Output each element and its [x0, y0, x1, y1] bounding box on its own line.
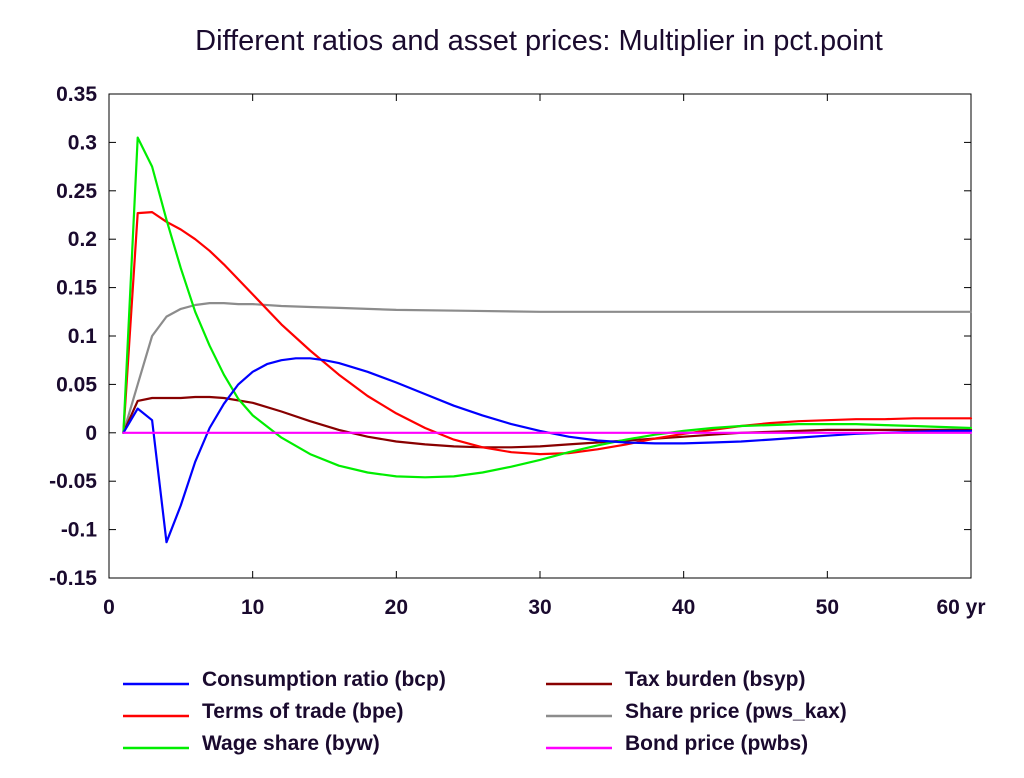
x-tick-label: 20 [385, 596, 408, 619]
x-tick-label: 10 [241, 596, 264, 619]
plot-frame [108, 93, 972, 579]
y-tick-label: 0.05 [56, 373, 97, 396]
legend-label: Bond price (pwbs) [625, 732, 808, 755]
legend-label: Tax burden (bsyp) [625, 668, 805, 691]
series-line-0 [122, 357, 973, 544]
chart-title: Different ratios and asset prices: Multi… [195, 25, 883, 57]
series-lines [122, 136, 973, 544]
legend-label: Consumption ratio (bcp) [202, 668, 446, 691]
x-axis: 0 10 20 30 40 50 60 yr [103, 94, 986, 619]
series-line-1 [122, 211, 973, 456]
series-line-3 [122, 395, 973, 449]
y-tick-label: 0.2 [68, 228, 97, 251]
series-line-2 [122, 136, 973, 479]
x-tick-label: 40 [672, 596, 695, 619]
y-tick-label: -0.15 [49, 567, 97, 590]
x-tick-label: 50 [816, 596, 839, 619]
y-tick-label: 0 [85, 422, 97, 445]
series-line-4 [122, 302, 973, 434]
y-tick-label: 0.1 [68, 325, 98, 348]
y-axis: -0.15 -0.1 -0.05 0 0.05 0.1 0.15 0.2 0.25 0.3 0.35 [49, 83, 971, 590]
y-tick-label: 0.35 [56, 83, 97, 106]
y-tick-label: -0.05 [49, 470, 97, 493]
legend-label: Terms of trade (bpe) [202, 700, 403, 723]
y-tick-label: 0.3 [68, 131, 97, 154]
x-tick-label: 30 [528, 596, 551, 619]
y-tick-label: -0.1 [61, 519, 98, 542]
y-tick-label: 0.15 [56, 277, 97, 300]
plot-area: -0.15 -0.1 -0.05 0 0.05 0.1 0.15 0.2 0.25 0.3 0.35… [49, 83, 985, 619]
legend: Consumption ratio (bcp) Terms of trade (b… [123, 668, 847, 755]
x-tick-label: 60 yr [936, 596, 985, 619]
y-tick-label: 0.25 [56, 180, 97, 203]
legend-label: Share price (pws_kax) [625, 700, 847, 723]
x-tick-label: 0 [103, 596, 115, 619]
legend-label: Wage share (byw) [202, 732, 380, 755]
